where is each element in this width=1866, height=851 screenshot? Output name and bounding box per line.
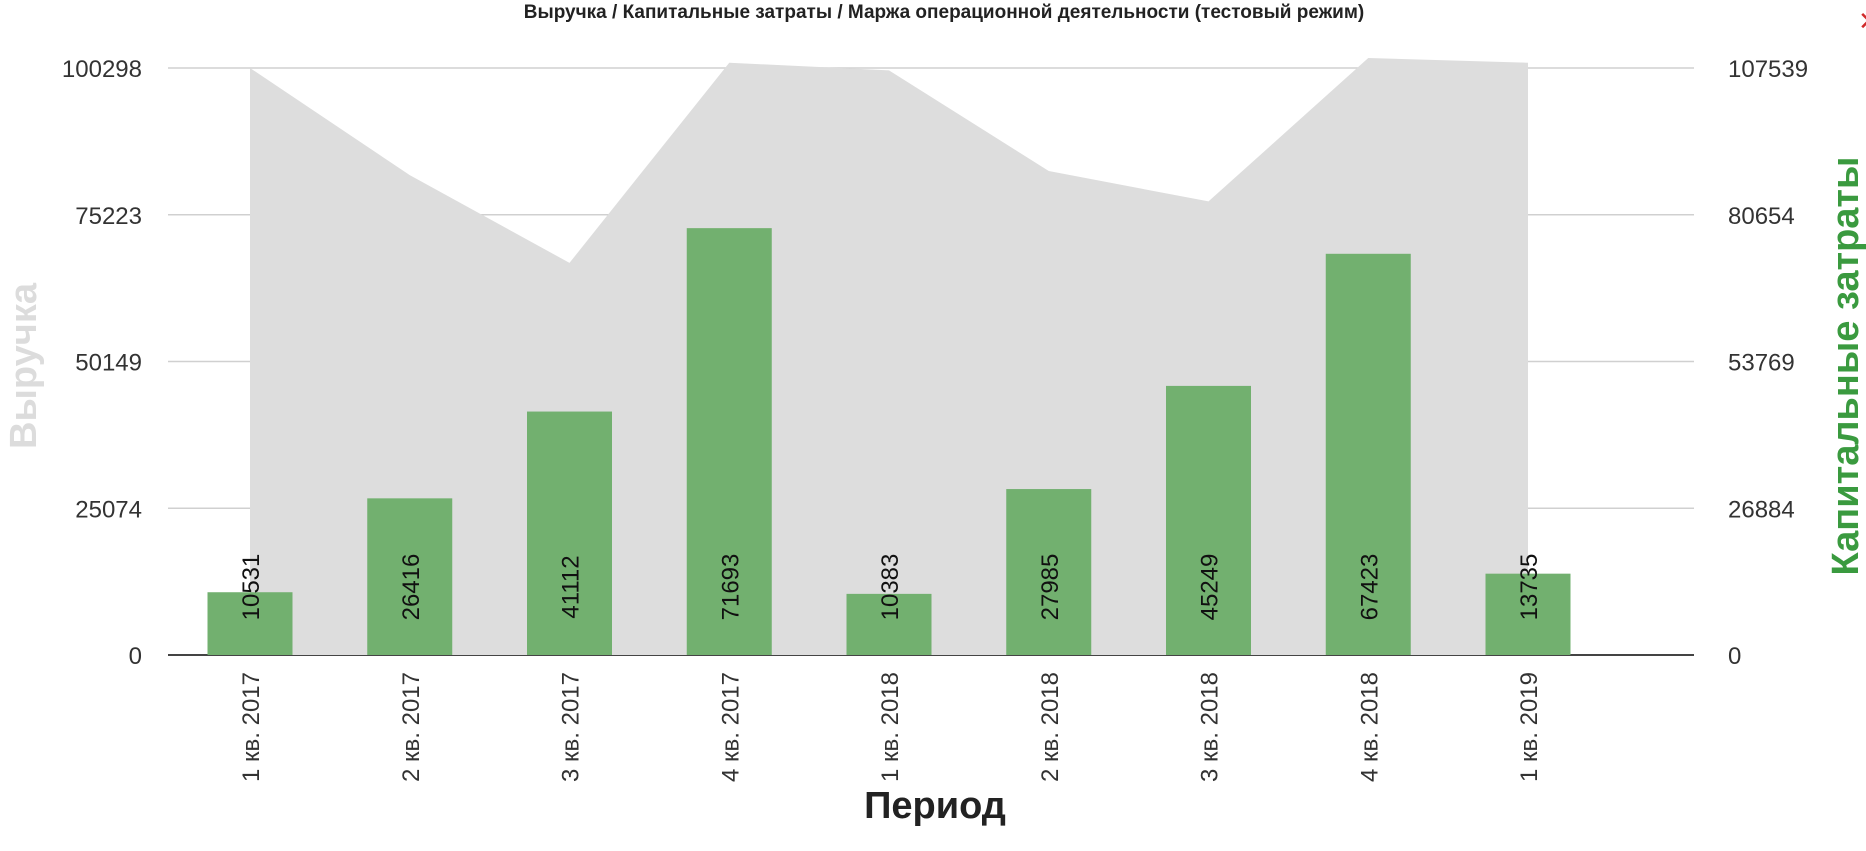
bar-data-label: 27985: [1037, 554, 1064, 621]
bar-data-label: 10531: [238, 554, 265, 621]
capex-bar: [207, 592, 293, 655]
y-tick-left: 0: [129, 643, 142, 670]
y-tick-right: 0: [1728, 643, 1741, 670]
y-axis-left-label: Выручка: [3, 282, 45, 449]
x-tick-label: 2 кв. 2017: [398, 672, 425, 782]
y-axis-right-label: Капитальные затраты: [1825, 157, 1866, 576]
bar-data-label: 13735: [1516, 554, 1543, 621]
capex-bar: [367, 498, 453, 655]
data-labels: 10531 26416 41112 71693 10383 27985 45249 67423…: [238, 554, 1543, 621]
capex-bar-series: [207, 228, 1571, 655]
y-tick-left: 75223: [75, 203, 142, 230]
capex-bar: [1485, 573, 1571, 655]
chart-title: Выручка / Капитальные затраты / Маржа оп…: [524, 2, 1364, 23]
x-tick-label: 4 кв. 2017: [717, 672, 744, 782]
bar-data-label: 45249: [1197, 554, 1224, 621]
y-tick-left: 100298: [62, 56, 142, 83]
bar-data-label: 71693: [717, 554, 744, 621]
x-tick-label: 4 кв. 2018: [1356, 672, 1383, 782]
x-tick-label: 1 кв. 2019: [1516, 672, 1543, 782]
capex-bar: [527, 411, 612, 655]
y-tick-right: 80654: [1728, 203, 1795, 230]
y-tick-left: 25074: [75, 496, 142, 523]
x-axis-label: Период: [864, 785, 1006, 827]
x-tick-label: 2 кв. 2018: [1037, 672, 1064, 782]
capex-bar: [1006, 489, 1092, 655]
y-tick-right: 26884: [1728, 496, 1795, 523]
bar-data-label: 26416: [398, 554, 425, 621]
x-tick-label: 1 кв. 2017: [238, 672, 265, 782]
bar-data-label: 41112: [558, 555, 585, 618]
y-tick-left: 50149: [75, 350, 142, 377]
axes: 0 25074 50149 75223 100298 0 26884 53769 80654 10…: [62, 56, 1808, 782]
bar-data-label: 10383: [877, 554, 904, 621]
capex-bar: [1166, 385, 1251, 655]
x-tick-label: 3 кв. 2017: [558, 672, 585, 782]
y-tick-right: 53769: [1728, 350, 1795, 377]
x-tick-label: 1 кв. 2018: [877, 672, 904, 782]
y-tick-right: 107539: [1728, 56, 1808, 83]
capex-bar: [686, 228, 772, 655]
close-icon[interactable]: ✕: [1858, 7, 1866, 37]
x-tick-label: 3 кв. 2018: [1197, 672, 1224, 782]
bar-data-label: 67423: [1356, 554, 1383, 621]
capex-bar: [846, 593, 932, 655]
capex-bar: [1325, 253, 1411, 655]
